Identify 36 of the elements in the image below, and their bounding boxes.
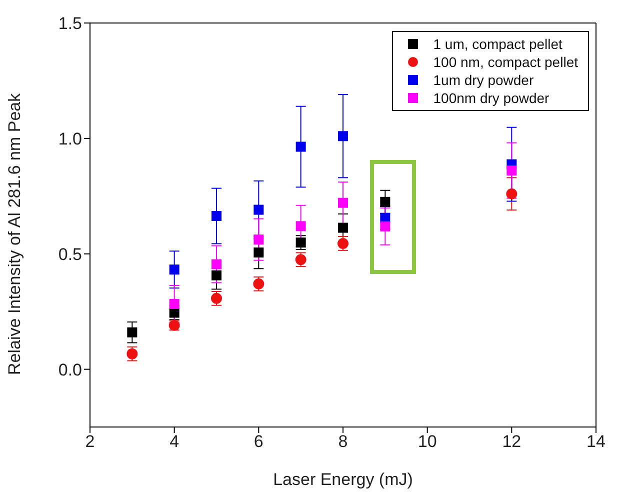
x-tick-label: 2 — [85, 432, 95, 452]
y-tick-label: 0.5 — [58, 244, 82, 264]
x-tick-label: 6 — [254, 432, 264, 452]
point — [338, 222, 348, 233]
point — [506, 188, 518, 200]
point — [254, 247, 264, 258]
legend-label: 1 um, compact pellet — [433, 35, 562, 53]
y-tick-label: 1.0 — [58, 129, 82, 148]
point — [296, 221, 306, 232]
legend-label: 100 nm, compact pellet — [433, 53, 578, 71]
point — [254, 234, 264, 245]
point — [338, 198, 348, 208]
point — [380, 196, 390, 207]
point — [380, 221, 390, 232]
y-axis-title: Relaive Intensity of Al 281.6 nm Peak — [5, 92, 24, 375]
point — [169, 264, 180, 275]
x-tick-label: 14 — [586, 432, 606, 452]
point — [212, 259, 222, 270]
legend-label: 100nm dry powder — [433, 89, 550, 107]
point — [296, 238, 306, 248]
point — [506, 166, 517, 176]
point — [127, 327, 138, 338]
x-tick-label: 10 — [418, 432, 437, 452]
point — [169, 298, 180, 309]
point — [338, 131, 348, 142]
legend-label: 1um dry powder — [433, 71, 534, 89]
x-tick-label: 12 — [502, 432, 522, 452]
x-axis-title: Laser Energy (mJ) — [273, 470, 413, 489]
y-tick-label: 1.5 — [58, 14, 82, 34]
point — [254, 204, 264, 215]
point — [212, 210, 222, 221]
x-tick-label: 8 — [338, 432, 348, 452]
point — [212, 270, 222, 280]
point — [296, 142, 306, 152]
y-tick-label: 0.0 — [58, 360, 82, 380]
x-tick-label: 4 — [170, 432, 180, 452]
